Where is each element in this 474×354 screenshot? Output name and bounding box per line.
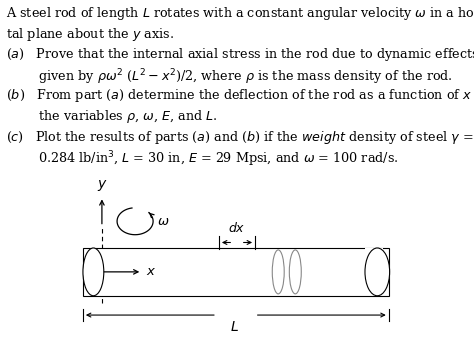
Ellipse shape	[272, 250, 284, 294]
Ellipse shape	[289, 250, 301, 294]
Ellipse shape	[365, 248, 390, 296]
Bar	[83, 248, 389, 296]
Text: given by $\rho\omega^2$ ($L^2 - x^2$)/2, where $\rho$ is the mass density of the: given by $\rho\omega^2$ ($L^2 - x^2$)/2,…	[6, 67, 453, 86]
Text: ($b$)   From part ($a$) determine the deflection of the rod as a function of $x$: ($b$) From part ($a$) determine the defl…	[6, 87, 474, 104]
Text: tal plane about the $y$ axis.: tal plane about the $y$ axis.	[6, 26, 174, 43]
Text: the variables $\rho$, $\omega$, $E$, and $L$.: the variables $\rho$, $\omega$, $E$, and…	[6, 108, 217, 125]
Text: $x$: $x$	[146, 266, 156, 278]
Text: A steel rod of length $L$ rotates with a constant angular velocity $\omega$ in a: A steel rod of length $L$ rotates with a…	[6, 5, 474, 22]
Ellipse shape	[83, 248, 104, 296]
Text: $y$: $y$	[97, 178, 107, 193]
Bar	[365, 248, 383, 295]
Text: $L$: $L$	[230, 320, 239, 335]
Text: ($a$)   Prove that the internal axial stress in the rod due to dynamic effects i: ($a$) Prove that the internal axial stre…	[6, 46, 474, 63]
Text: $\omega$: $\omega$	[157, 215, 170, 228]
Text: $dx$: $dx$	[228, 221, 246, 235]
Text: ($c$)   Plot the results of parts ($a$) and ($b$) if the $\it{weight}$ density o: ($c$) Plot the results of parts ($a$) an…	[6, 129, 474, 145]
Text: 0.284 lb/in$^3$, $L$ = 30 in, $E$ = 29 Mpsi, and $\omega$ = 100 rad/s.: 0.284 lb/in$^3$, $L$ = 30 in, $E$ = 29 M…	[6, 149, 398, 169]
